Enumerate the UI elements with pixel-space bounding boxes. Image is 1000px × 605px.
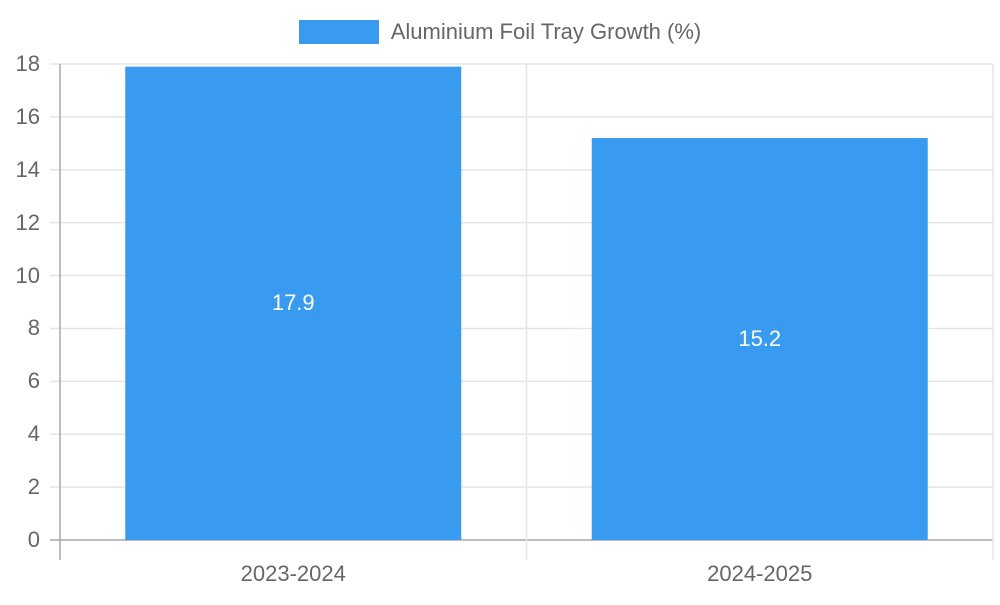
y-tick-label: 2 bbox=[27, 474, 40, 500]
x-tick-label: 2023-2024 bbox=[240, 561, 346, 586]
legend[interactable]: Aluminium Foil Tray Growth (%) bbox=[0, 19, 1000, 45]
y-tick-label: 0 bbox=[27, 527, 40, 552]
bar[interactable] bbox=[591, 138, 928, 541]
bar[interactable] bbox=[125, 66, 462, 541]
legend-label: Aluminium Foil Tray Growth (%) bbox=[390, 19, 702, 44]
y-tick-label: 12 bbox=[15, 209, 40, 235]
y-tick-label: 14 bbox=[15, 156, 40, 182]
y-tick-label: 10 bbox=[15, 262, 40, 288]
legend-swatch bbox=[298, 20, 379, 44]
y-tick-label: 4 bbox=[27, 421, 40, 447]
y-tick-label: 18 bbox=[15, 51, 40, 76]
y-tick-label: 16 bbox=[15, 103, 40, 129]
y-tick-label: 8 bbox=[27, 315, 40, 341]
bar-value-label: 15.2 bbox=[738, 326, 782, 352]
y-tick-label: 6 bbox=[27, 368, 40, 394]
x-tick-label: 2024-2025 bbox=[707, 561, 813, 586]
bar-value-label: 17.9 bbox=[271, 290, 315, 316]
